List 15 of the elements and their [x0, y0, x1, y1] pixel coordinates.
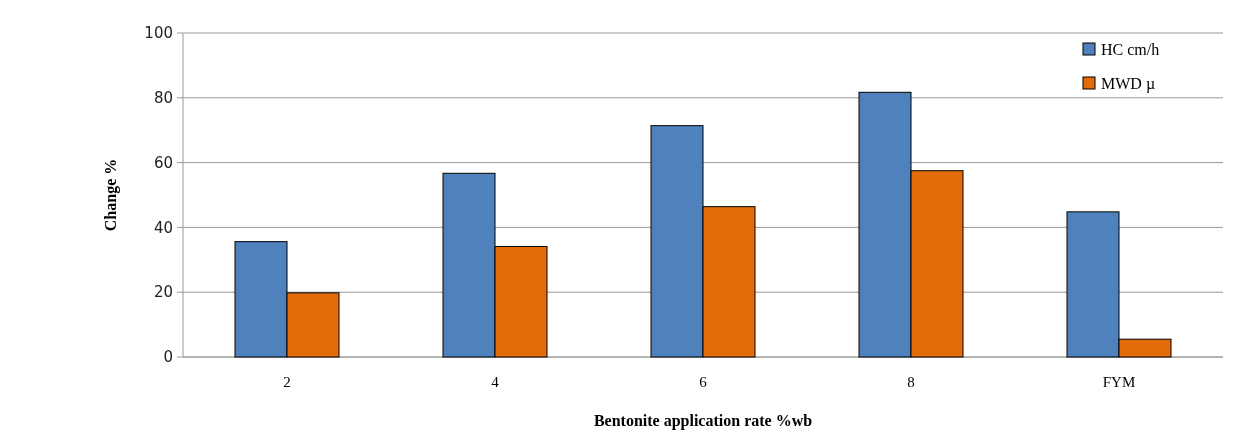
y-tick-label: 100 — [144, 24, 173, 43]
y-axis-title: Change % — [102, 158, 120, 232]
x-tick-label: FYM — [1102, 374, 1136, 390]
y-tick-label: 40 — [153, 218, 173, 237]
y-tick-label: 80 — [153, 89, 173, 108]
x-tick-label: 8 — [907, 374, 915, 390]
legend-label: MWD µ — [1101, 74, 1156, 93]
x-tick-label: 6 — [699, 374, 708, 390]
x-tick-label: 4 — [491, 374, 500, 390]
x-axis-title: Bentonite application rate %wb — [593, 412, 813, 430]
y-tick-label: 20 — [153, 283, 173, 302]
legend-label: HC cm/h — [1101, 40, 1160, 58]
y-tick-label: 60 — [153, 153, 173, 172]
x-tick-label: 2 — [283, 374, 291, 390]
y-tick-label: 0 — [163, 348, 173, 367]
